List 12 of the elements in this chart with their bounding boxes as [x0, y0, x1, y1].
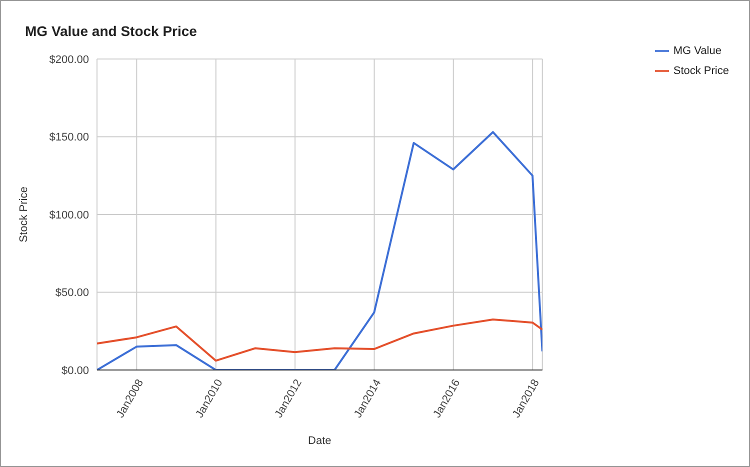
y-tick-label: $0.00 [61, 364, 89, 377]
legend-label: MG Value [673, 45, 722, 57]
line-series [97, 318, 542, 362]
y-axis-title: Stock Price [18, 186, 30, 242]
y-tick-label: $200.00 [49, 54, 89, 66]
legend-label: Stock Price [673, 65, 729, 77]
chart-title: MG Value and Stock Price [25, 23, 197, 39]
y-tick-label: $150.00 [49, 132, 89, 144]
line-series [97, 131, 542, 370]
y-tick-label: $50.00 [55, 287, 89, 300]
y-tick-label: $100.00 [49, 209, 89, 222]
x-axis-title: Date [308, 435, 332, 447]
